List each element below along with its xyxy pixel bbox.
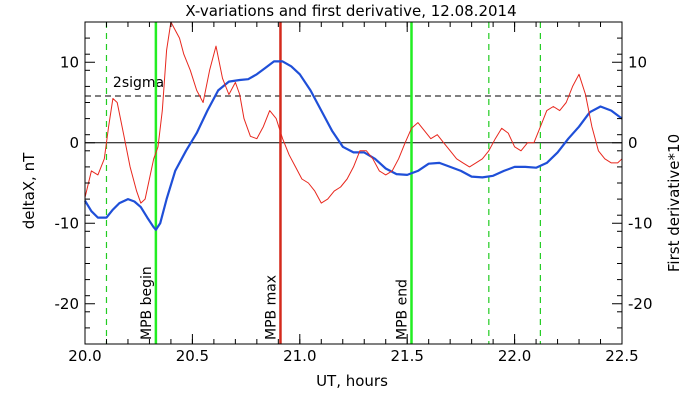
y-tick-label-left-2: -10 bbox=[55, 214, 80, 232]
y-tick-label-left-3: -20 bbox=[55, 295, 80, 313]
x-tick-label-0: 20.0 bbox=[68, 347, 101, 365]
x-tick-label-3: 21.5 bbox=[390, 347, 423, 365]
series-derivative bbox=[84, 21, 623, 204]
y-tick-label-right-2: -10 bbox=[628, 214, 653, 232]
annotation-lines: 2sigma MPB begin MPB max MPB end bbox=[85, 22, 622, 344]
series-lines bbox=[84, 21, 623, 231]
hline-label-0: 2sigma bbox=[113, 75, 164, 91]
series-deltaX bbox=[84, 60, 623, 231]
y-tick-label-right-3: -20 bbox=[628, 295, 653, 313]
y-tick-label-left-0: 10 bbox=[60, 53, 79, 71]
x-tick-label-5: 22.5 bbox=[605, 347, 638, 365]
x-tick-label-2: 21.0 bbox=[283, 347, 316, 365]
x-axis-label: UT, hours bbox=[316, 372, 388, 390]
vline-label-1: MPB begin bbox=[139, 266, 155, 340]
y-axis-label-right: First derivative*10 bbox=[665, 134, 683, 272]
y-tick-label-left-1: 0 bbox=[69, 134, 79, 152]
vline-label-2: MPB max bbox=[263, 275, 279, 340]
y-tick-label-right-0: 10 bbox=[628, 53, 647, 71]
chart-title: X-variations and first derivative, 12.08… bbox=[185, 2, 516, 20]
vline-label-3: MPB end bbox=[394, 279, 410, 340]
y-axis-label-left: deltaX, nT bbox=[20, 152, 38, 229]
x-tick-label-1: 20.5 bbox=[176, 347, 209, 365]
y-tick-label-right-1: 0 bbox=[628, 134, 638, 152]
axis-ticks: 20.0 20.5 21.0 21.5 22.0 22.5 10 10 0 0 -10 -10 -20 -… bbox=[55, 21, 653, 365]
x-tick-label-4: 22.0 bbox=[498, 347, 531, 365]
